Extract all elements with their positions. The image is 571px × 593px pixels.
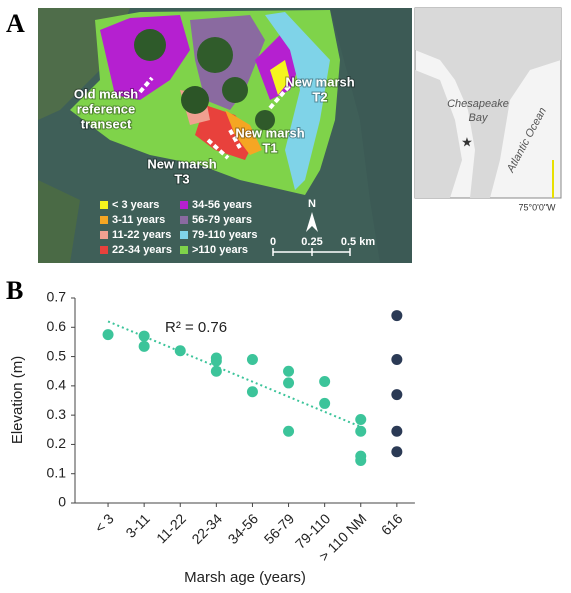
y-tick-label: 0.6 bbox=[47, 318, 67, 334]
point bbox=[355, 414, 367, 426]
scale-label: 0.5 km bbox=[341, 236, 375, 248]
transect-label: transect bbox=[81, 116, 132, 131]
y-axis-label: Elevation (m) bbox=[9, 356, 26, 444]
point bbox=[283, 365, 295, 377]
point bbox=[246, 354, 258, 365]
legend-swatch bbox=[180, 246, 188, 254]
transect-label: T1 bbox=[262, 140, 277, 155]
legend-swatch bbox=[100, 216, 108, 224]
legend-label: >110 years bbox=[192, 244, 248, 256]
point bbox=[283, 425, 295, 437]
point bbox=[246, 386, 258, 398]
y-tick-label: 0.4 bbox=[47, 377, 67, 393]
point bbox=[138, 340, 150, 352]
point bbox=[210, 355, 222, 367]
x-axis-label: Marsh age (years) bbox=[184, 569, 306, 586]
point bbox=[319, 397, 331, 409]
point bbox=[391, 310, 403, 322]
legend-swatch bbox=[100, 246, 108, 254]
north-label: N bbox=[308, 198, 316, 210]
point bbox=[391, 389, 403, 401]
y-tick-label: 0.5 bbox=[47, 347, 67, 363]
point bbox=[391, 446, 403, 458]
point bbox=[174, 345, 186, 357]
x-tick-label: < 3 bbox=[91, 510, 117, 536]
star: ★ bbox=[461, 134, 473, 149]
legend-label: 3-11 years bbox=[112, 214, 165, 226]
transect-label: reference bbox=[77, 101, 136, 116]
legend-swatch bbox=[100, 231, 108, 239]
transect-label: New marsh bbox=[285, 74, 354, 89]
bay-label: Bay bbox=[469, 112, 489, 124]
legend-label: < 3 years bbox=[112, 199, 159, 211]
y-tick-label: 0 bbox=[58, 494, 66, 510]
x-tick-label: 11-22 bbox=[153, 510, 189, 546]
point bbox=[391, 354, 403, 365]
longitude-label: 75°0'0"W bbox=[518, 202, 556, 212]
aerial-map bbox=[38, 8, 412, 263]
point bbox=[210, 365, 222, 377]
legend-label: 79-110 years bbox=[192, 229, 257, 241]
panel-label: B bbox=[6, 276, 23, 305]
y-tick-label: 0.2 bbox=[47, 435, 67, 451]
point bbox=[319, 375, 331, 387]
trendline bbox=[107, 320, 362, 428]
x-tick-label: 34-56 bbox=[225, 510, 262, 547]
y-tick-label: 0.7 bbox=[47, 289, 67, 305]
panel-label: A bbox=[6, 9, 25, 38]
scale-label: 0.25 bbox=[301, 236, 322, 248]
x-tick-label: 616 bbox=[378, 510, 406, 538]
point bbox=[102, 329, 114, 341]
annotation: R² = 0.76 bbox=[165, 319, 227, 336]
legend-label: 22-34 years bbox=[112, 244, 172, 256]
bay-label: Chesapeake bbox=[447, 98, 509, 110]
point bbox=[283, 377, 295, 389]
transect-label: New marsh bbox=[235, 125, 304, 140]
x-tick-label: 22-34 bbox=[188, 510, 225, 547]
point bbox=[355, 425, 367, 437]
legend-swatch bbox=[100, 201, 108, 209]
legend-label: 11-22 years bbox=[112, 229, 171, 241]
chart: B 0 0.1 0.2 0.3 0.4 0.5 0.6 0.7 < 3 3-11 11-22 22-34… bbox=[6, 276, 415, 586]
north-arrow bbox=[306, 212, 318, 232]
legend-swatch bbox=[180, 231, 188, 239]
transect-label: T3 bbox=[174, 171, 189, 186]
legend-label: 56-79 years bbox=[192, 214, 252, 226]
y-tick-label: 0.3 bbox=[47, 406, 67, 422]
transect-label: Old marsh bbox=[74, 86, 138, 101]
point bbox=[391, 425, 403, 437]
x-tick-label: 3-11 bbox=[122, 510, 153, 541]
transect-label: New marsh bbox=[147, 156, 216, 171]
legend-swatch bbox=[180, 216, 188, 224]
legend-label: 34-56 years bbox=[192, 199, 252, 211]
legend-swatch bbox=[180, 201, 188, 209]
y-tick-label: 0.1 bbox=[47, 464, 67, 480]
inset-map bbox=[414, 7, 562, 199]
transect-label: T2 bbox=[312, 89, 327, 104]
scale-label: 0 bbox=[270, 236, 276, 248]
point bbox=[355, 455, 367, 467]
point bbox=[138, 330, 150, 342]
